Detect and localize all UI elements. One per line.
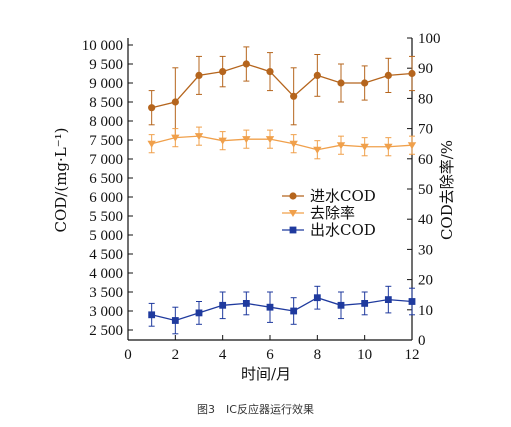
x-axis-tick-label: 12 <box>405 347 420 363</box>
data-point <box>313 71 321 79</box>
data-point <box>290 307 298 315</box>
left-axis-tick-label: 5 500 <box>89 209 123 225</box>
right-axis-tick-label: 10 <box>418 303 433 319</box>
right-axis-tick-label: 20 <box>418 273 433 289</box>
data-point <box>337 301 345 309</box>
data-point <box>361 79 369 87</box>
data-point <box>289 226 297 234</box>
left-axis-tick-label: 5 000 <box>89 228 123 244</box>
data-point <box>218 137 227 145</box>
data-point <box>148 311 156 319</box>
data-point <box>313 294 321 302</box>
data-point <box>171 134 180 142</box>
data-point <box>242 60 250 68</box>
series-去除率 <box>147 126 417 160</box>
data-point <box>408 69 416 78</box>
data-point <box>219 301 227 309</box>
x-axis-ticks: 0 2 4 6 8 10 12 <box>124 335 420 363</box>
figure-caption: 图3 IC反应器运行效果 <box>197 403 314 416</box>
data-point <box>360 143 369 151</box>
data-point <box>219 68 227 76</box>
left-axis-tick-label: 6 500 <box>89 171 123 187</box>
left-axis-tick-label: 8 500 <box>89 95 123 111</box>
data-point <box>408 298 416 305</box>
data-point <box>171 98 179 106</box>
legend-label: 进水COD <box>310 187 376 205</box>
data-point <box>361 300 369 307</box>
left-axis-tick-label: 2 500 <box>89 323 123 339</box>
right-axis-tick-label: 0 <box>418 333 426 349</box>
right-axis-tick-label: 70 <box>418 122 433 138</box>
left-axis-tick-label: 6 000 <box>89 190 123 206</box>
series-出水COD <box>148 285 416 335</box>
left-axis-tick-label: 8 000 <box>89 114 123 130</box>
data-point <box>384 296 392 303</box>
data-point <box>242 136 251 144</box>
data-point <box>384 143 393 151</box>
right-axis-tick-label: 30 <box>418 242 433 258</box>
left-axis-tick-label: 9 000 <box>89 76 123 92</box>
data-point <box>148 104 156 112</box>
series-line <box>151 63 413 109</box>
left-axis-tick-label: 3 500 <box>89 285 123 301</box>
legend-label: 去除率 <box>310 204 355 222</box>
legend-label: 出水COD <box>310 221 376 239</box>
right-axis-tick-label: 50 <box>418 182 433 198</box>
series-进水COD <box>148 46 416 137</box>
right-axis-tick-label: 40 <box>418 212 433 228</box>
data-point <box>171 317 179 324</box>
series-line <box>151 135 413 151</box>
left-axis-tick-label: 10 000 <box>82 38 123 54</box>
right-axis-tick-label: 60 <box>418 152 433 168</box>
x-axis-title: 时间/月 <box>241 365 291 383</box>
data-point <box>289 140 298 148</box>
data-point <box>147 140 156 148</box>
data-point <box>242 300 250 307</box>
data-point <box>265 136 275 144</box>
right-axis-tick-label: 100 <box>418 31 441 47</box>
left-axis-tick-label: 9 500 <box>89 57 123 73</box>
data-point <box>266 303 274 311</box>
data-point <box>290 92 298 100</box>
x-axis-tick-label: 0 <box>124 347 132 363</box>
data-point <box>407 142 417 150</box>
left-axis-title: COD/(mg·L⁻¹) <box>52 127 70 232</box>
left-axis-tick-label: 4 500 <box>89 247 123 263</box>
data-point <box>195 71 203 79</box>
right-axis-tick-label: 90 <box>418 61 433 77</box>
data-point <box>266 68 274 76</box>
series-layer <box>147 46 417 335</box>
left-axis-tick-label: 3 000 <box>89 304 123 320</box>
left-axis-tick-label: 4 000 <box>89 266 123 282</box>
x-axis-tick-label: 2 <box>172 347 180 363</box>
right-axis-tick-label: 80 <box>418 91 433 107</box>
left-axis-ticks: 10 000 9 500 9 000 8 500 8 000 7 500 7 000 6 50… <box>82 38 133 339</box>
data-point <box>313 146 322 154</box>
data-point <box>289 192 297 200</box>
series-line <box>151 296 413 322</box>
x-axis-tick-label: 4 <box>219 347 227 363</box>
x-axis-tick-label: 6 <box>266 347 274 363</box>
x-axis-tick-label: 8 <box>314 347 322 363</box>
legend-item: 去除率 <box>282 204 355 222</box>
data-point <box>288 210 298 217</box>
data-point <box>336 142 346 150</box>
legend-item: 出水COD <box>282 221 376 239</box>
x-axis-tick-label: 10 <box>357 347 372 363</box>
data-point <box>384 71 392 79</box>
data-point <box>194 133 204 141</box>
data-point <box>195 309 203 317</box>
left-axis-tick-label: 7 000 <box>89 152 123 168</box>
left-axis-tick-label: 7 500 <box>89 133 123 149</box>
right-axis-title: COD去除率/% <box>438 140 456 240</box>
data-point <box>337 79 345 87</box>
legend-item: 进水COD <box>282 187 376 205</box>
